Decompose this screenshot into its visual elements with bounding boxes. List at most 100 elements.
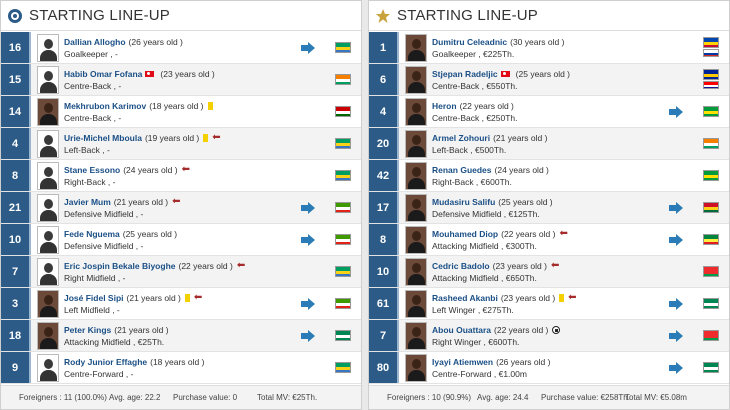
player-info: Stane Essono (24 years old ) ⬅ Right-Back ,…: [64, 160, 361, 191]
player-name-link[interactable]: Armel Zohouri: [432, 132, 491, 143]
player-name-link[interactable]: Fede Nguema: [64, 228, 120, 239]
ivory-coast-flag-icon: [703, 138, 719, 149]
player-name-link[interactable]: Iyayi Atiemwen: [432, 356, 494, 367]
player-name-link[interactable]: Mekhrubon Karimov: [64, 100, 147, 111]
player-info: Peter Kings (21 years old ) Attacking Midf…: [64, 320, 361, 351]
player-photo[interactable]: [405, 34, 427, 62]
brazil-flag-icon: [703, 106, 719, 117]
player-photo[interactable]: [405, 322, 427, 350]
player-name-link[interactable]: Renan Guedes: [432, 164, 492, 175]
avg-age-stat: Avg. age: 24.4: [477, 393, 529, 402]
player-name-link[interactable]: Eric Jospin Bekale Biyoghe: [64, 260, 176, 271]
joined-arrow-icon[interactable]: [669, 330, 683, 342]
player-position: Defensive Midfield , -: [64, 208, 144, 219]
shirt-number: 10: [369, 256, 399, 287]
purchase-value-stat: Purchase value: 0: [173, 393, 238, 402]
player-name-link[interactable]: Heron: [432, 100, 457, 111]
player-name-link[interactable]: José Fidel Sipi: [64, 292, 124, 303]
player-name-link[interactable]: Dumitru Celeadnic: [432, 36, 508, 47]
player-name-link[interactable]: Mudasiru Salifu: [432, 196, 496, 207]
player-name-link[interactable]: Abou Ouattara: [432, 324, 492, 335]
player-photo[interactable]: [37, 194, 59, 222]
player-age: (19 years old ): [144, 132, 200, 143]
joined-arrow-icon[interactable]: [301, 202, 315, 214]
player-info: Habib Omar Fofana (23 years old ) Centre-B…: [64, 64, 361, 95]
player-name-link[interactable]: Habib Omar Fofana: [64, 68, 143, 79]
player-age: (22 years old ): [501, 228, 556, 239]
player-row: 20 Armel Zohouri (21 years old ) Left-Back …: [369, 128, 729, 160]
joined-arrow-icon[interactable]: [301, 234, 315, 246]
away-lineup-panel: STARTING LINE-UP 1 Dumitru Celeadnic (30 y…: [368, 0, 730, 410]
player-photo[interactable]: [405, 354, 427, 382]
player-photo[interactable]: [405, 130, 427, 158]
burkina-faso-flag-icon: [703, 266, 719, 277]
player-photo[interactable]: [37, 226, 59, 254]
joined-arrow-icon[interactable]: [301, 298, 315, 310]
player-photo[interactable]: [37, 354, 59, 382]
player-row: 9 Rody Junior Effaghe (18 years old ) Centr…: [1, 352, 361, 384]
gabon-flag-icon: [335, 42, 351, 53]
joined-arrow-icon[interactable]: [669, 202, 683, 214]
foreigners-stat: Foreigners : 10 (90.9%): [387, 393, 472, 402]
nigeria-flag-icon: [335, 330, 351, 341]
yellow-card-icon: [559, 293, 565, 302]
player-photo[interactable]: [405, 258, 427, 286]
player-photo[interactable]: [405, 226, 427, 254]
gabon-flag-icon: [335, 362, 351, 373]
player-info: Dumitru Celeadnic (30 years old ) Goalkeep…: [432, 32, 729, 63]
player-row: 21 Javier Mum (21 years old ) ⬅ Defensive Mi…: [1, 192, 361, 224]
player-photo[interactable]: [37, 162, 59, 190]
joined-arrow-icon[interactable]: [301, 330, 315, 342]
home-player-list: 16 Dallian Allogho (26 years old ) Goalkeep…: [1, 32, 361, 384]
shirt-number: 7: [369, 320, 399, 351]
player-name-line: Fede Nguema (25 years old ): [64, 228, 361, 240]
player-photo[interactable]: [405, 98, 427, 126]
shirt-number: 4: [369, 96, 399, 127]
player-name-link[interactable]: Dallian Allogho: [64, 36, 126, 47]
player-photo[interactable]: [37, 34, 59, 62]
player-name-line: Stane Essono (24 years old ) ⬅: [64, 164, 361, 176]
equatorial-guinea-flag-icon: [335, 234, 351, 245]
player-name-line: Javier Mum (21 years old ) ⬅: [64, 196, 361, 208]
gabon-flag-icon: [335, 170, 351, 181]
player-position: Left-Back , €500Th.: [432, 144, 507, 155]
player-row: 4 Heron (22 years old ) Centre-Back , €250T…: [369, 96, 729, 128]
player-name-link[interactable]: Cedric Badolo: [432, 260, 490, 271]
player-photo[interactable]: [37, 258, 59, 286]
player-photo[interactable]: [37, 322, 59, 350]
player-name-line: Heron (22 years old ): [432, 100, 729, 112]
joined-arrow-icon[interactable]: [669, 106, 683, 118]
player-info: Rody Junior Effaghe (18 years old ) Centre…: [64, 352, 361, 383]
player-name-link[interactable]: Stjepan Radeljic: [432, 68, 498, 79]
player-position: Centre-Back , -: [64, 112, 122, 123]
player-photo[interactable]: [37, 290, 59, 318]
joined-arrow-icon[interactable]: [669, 234, 683, 246]
player-row: 80 Iyayi Atiemwen (26 years old ) Centre-Fo…: [369, 352, 729, 384]
joined-arrow-icon[interactable]: [669, 362, 683, 374]
player-name-link[interactable]: Rasheed Akanbi: [432, 292, 498, 303]
ghana-flag-icon: [703, 202, 719, 213]
player-photo[interactable]: [405, 290, 427, 318]
player-info: Javier Mum (21 years old ) ⬅ Defensive Midf…: [64, 192, 361, 223]
player-photo[interactable]: [405, 194, 427, 222]
player-photo[interactable]: [37, 98, 59, 126]
player-photo[interactable]: [405, 66, 427, 94]
player-position: Centre-Back , -: [64, 80, 122, 91]
player-photo[interactable]: [37, 130, 59, 158]
player-name-link[interactable]: Peter Kings: [64, 324, 112, 335]
joined-arrow-icon[interactable]: [301, 42, 315, 54]
ivory-coast-flag-icon: [335, 74, 351, 85]
player-name-link[interactable]: Javier Mum: [64, 196, 111, 207]
player-photo[interactable]: [405, 162, 427, 190]
player-info: Dallian Allogho (26 years old ) Goalkeeper…: [64, 32, 361, 63]
player-name-link[interactable]: Stane Essono: [64, 164, 121, 175]
player-photo[interactable]: [37, 66, 59, 94]
player-name-link[interactable]: Rody Junior Effaghe: [64, 356, 148, 367]
player-name-line: Eric Jospin Bekale Biyoghe (22 years old …: [64, 260, 361, 272]
player-age: (25 years old ): [122, 228, 178, 239]
burkina-faso-flag-icon: [703, 330, 719, 341]
player-name-link[interactable]: Urie-Michel Mboula: [64, 132, 142, 143]
player-name-link[interactable]: Mouhamed Diop: [432, 228, 499, 239]
joined-arrow-icon[interactable]: [669, 298, 683, 310]
player-info: Mouhamed Diop (22 years old ) ⬅ Attacking M…: [432, 224, 729, 255]
